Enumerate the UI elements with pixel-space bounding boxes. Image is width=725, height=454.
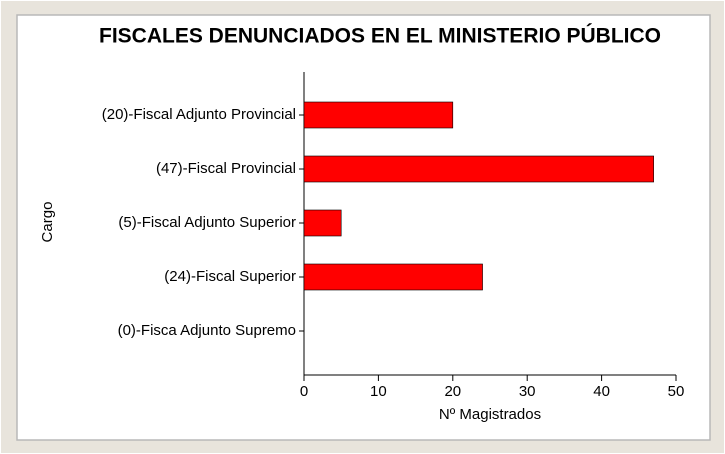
- x-tick-label: 40: [593, 383, 610, 400]
- x-tick-label: 50: [668, 383, 685, 400]
- y-tick-label: (0)-Fisca Adjunto Supremo: [118, 322, 296, 339]
- y-tick-label: (47)-Fiscal Provincial: [156, 160, 296, 177]
- y-tick-label: (20)-Fiscal Adjunto Provincial: [102, 106, 296, 123]
- x-tick-label: 30: [519, 383, 536, 400]
- y-tick-label: (24)-Fiscal Superior: [164, 268, 296, 285]
- x-tick-label: 10: [370, 383, 387, 400]
- panel: [16, 14, 711, 441]
- y-axis-label: Cargo: [39, 202, 56, 243]
- x-tick-label: 0: [300, 383, 308, 400]
- bar: [303, 209, 342, 237]
- x-tick-label: 20: [444, 383, 461, 400]
- x-axis-label: Nº Magistrados: [439, 406, 541, 423]
- bar: [303, 263, 483, 291]
- bar: [303, 101, 454, 129]
- bar: [303, 155, 654, 183]
- chart-title: FISCALES DENUNCIADOS EN EL MINISTERIO PÚ…: [99, 24, 661, 48]
- y-tick-label: (5)-Fiscal Adjunto Superior: [118, 214, 296, 231]
